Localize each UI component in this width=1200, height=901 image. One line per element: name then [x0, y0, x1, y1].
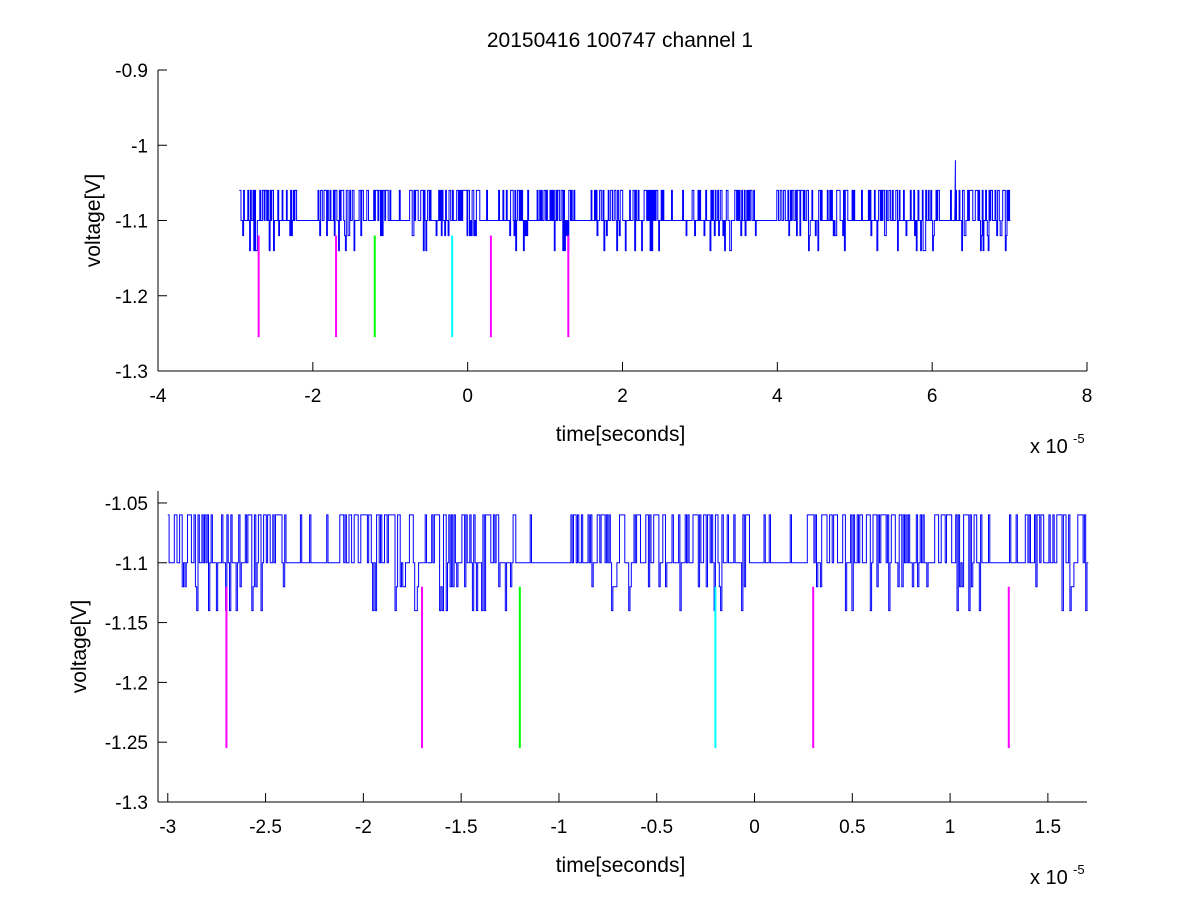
bottom-x-tick-label: -1.5: [445, 817, 478, 838]
top-y-tick-label: -1.3: [115, 362, 148, 383]
top-x-tick-label: 8: [1082, 386, 1093, 407]
top-y-tick-label: -1.1: [115, 212, 148, 233]
bottom-y-tick-label: -1.25: [105, 733, 148, 754]
bottom-x-tick-label: -2: [355, 817, 372, 838]
bottom-y-tick-label: -1.2: [115, 673, 148, 694]
top-x-axis-label: time[seconds]: [556, 423, 686, 446]
bottom-x-axis-label: time[seconds]: [556, 854, 686, 877]
bottom-x-tick-label: 1.5: [1035, 817, 1061, 838]
top-x-multiplier: x 10: [1030, 436, 1068, 458]
bottom-y-tick-label: -1.1: [115, 554, 148, 575]
bottom-y-tick-label: -1.15: [105, 614, 148, 635]
bottom-x-tick-label: -0.5: [640, 817, 673, 838]
bottom-plot: -3 -2.5 -2 -1.5 -1 -0.5 0 0.5 1 1.5 -1.3 -1.25 -1.2 -…: [68, 491, 1089, 889]
top-plot: -4 -2 0 2 4 6 8 -1.3 -1.2 -1.1 -1 -0.9 time[seconds]…: [82, 61, 1092, 458]
top-x-tick-label: -4: [150, 386, 167, 407]
bottom-x-tick-label: -2.5: [249, 817, 282, 838]
figure-title: 20150416 100747 channel 1: [487, 29, 753, 52]
top-x-tick-label: 2: [617, 386, 628, 407]
bottom-x-tick-label: -3: [159, 817, 176, 838]
top-x-tick-label: 0: [462, 386, 473, 407]
bottom-x-multiplier-exponent: -5: [1073, 862, 1085, 877]
bottom-y-tick-label: -1.05: [105, 494, 148, 515]
top-signal-trace: [239, 160, 1011, 252]
bottom-x-tick-label: 1: [945, 817, 956, 838]
bottom-x-tick-label: -1: [550, 817, 567, 838]
top-y-tick-label: -0.9: [115, 61, 148, 82]
bottom-signal-trace: [167, 514, 1089, 612]
bottom-x-multiplier: x 10: [1030, 867, 1068, 889]
top-x-multiplier-exponent: -5: [1073, 431, 1085, 446]
top-x-tick-label: 4: [772, 386, 783, 407]
bottom-x-tick-label: 0.5: [839, 817, 865, 838]
top-y-axis-label: voltage[V]: [82, 174, 105, 267]
top-x-tick-label: -2: [304, 386, 321, 407]
bottom-y-axis-label: voltage[V]: [68, 600, 91, 693]
bottom-x-tick-label: 0: [749, 817, 760, 838]
top-y-tick-label: -1: [131, 136, 148, 157]
bottom-y-tick-label: -1.3: [115, 793, 148, 814]
top-y-tick-label: -1.2: [115, 287, 148, 308]
top-x-tick-label: 6: [927, 386, 938, 407]
